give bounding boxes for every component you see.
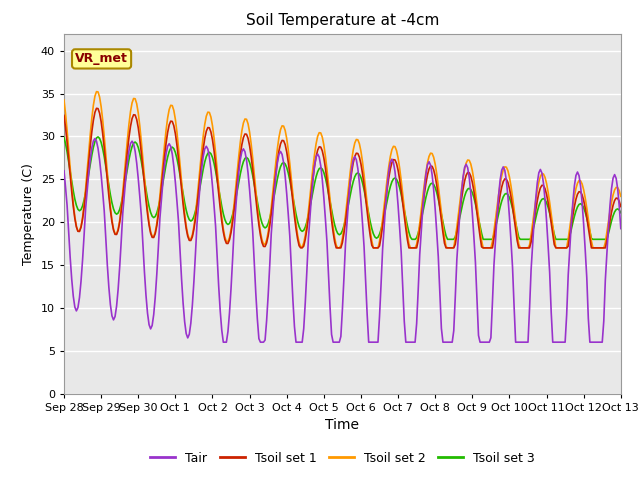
Y-axis label: Temperature (C): Temperature (C) xyxy=(22,163,35,264)
Title: Soil Temperature at -4cm: Soil Temperature at -4cm xyxy=(246,13,439,28)
Legend: Tair, Tsoil set 1, Tsoil set 2, Tsoil set 3: Tair, Tsoil set 1, Tsoil set 2, Tsoil se… xyxy=(145,447,540,469)
X-axis label: Time: Time xyxy=(325,418,360,432)
Text: VR_met: VR_met xyxy=(75,52,128,65)
